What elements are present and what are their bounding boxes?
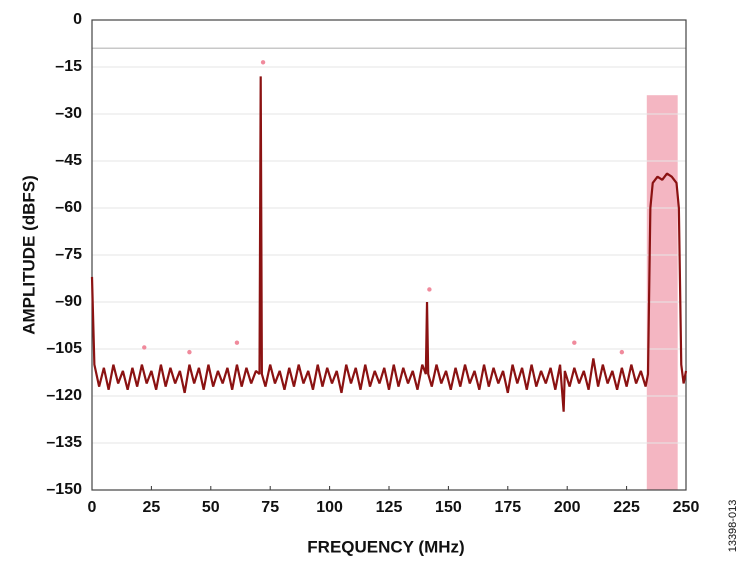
y-tick-label: –30 [55, 105, 82, 122]
x-tick-label: 125 [376, 499, 403, 516]
shaded-region [646, 95, 678, 490]
harmonic-marker [234, 340, 240, 345]
y-tick-label: –105 [46, 340, 82, 357]
x-tick-label: 200 [554, 499, 581, 516]
y-tick-label: –135 [46, 434, 82, 451]
harmonic-marker [572, 340, 577, 345]
x-tick-label: 250 [673, 499, 700, 516]
harmonic-marker [427, 287, 432, 292]
y-tick-label: –15 [55, 58, 82, 75]
x-tick-label: 25 [143, 499, 161, 516]
x-tick-label: 50 [202, 499, 220, 516]
harmonic-marker [142, 345, 147, 350]
x-tick-label: 100 [316, 499, 343, 516]
spectrum-line [90, 76, 688, 412]
plot-frame [91, 19, 687, 491]
y-axis-label: AMPLITUDE (dBFS) [19, 175, 38, 335]
x-tick-label: 0 [88, 499, 97, 516]
harmonic-marker [260, 60, 266, 65]
y-tick-label: –75 [55, 246, 82, 263]
y-tick-label: –150 [46, 481, 82, 498]
harmonic-marker [187, 349, 192, 355]
harmonic-marker [619, 349, 625, 355]
x-tick-label: 150 [435, 499, 462, 516]
y-tick-label: –90 [55, 293, 82, 310]
x-tick-label: 225 [613, 499, 640, 516]
x-tick-label: 75 [261, 499, 279, 516]
y-tick-label: –120 [46, 387, 82, 404]
y-tick-label: 0 [73, 11, 82, 28]
x-axis-label: FREQUENCY (MHz) [307, 537, 464, 556]
figure-note: 13398-013 [727, 500, 739, 553]
y-tick-label: –60 [55, 199, 82, 216]
x-tick-label: 175 [494, 499, 521, 516]
y-tick-label: –45 [55, 152, 82, 169]
